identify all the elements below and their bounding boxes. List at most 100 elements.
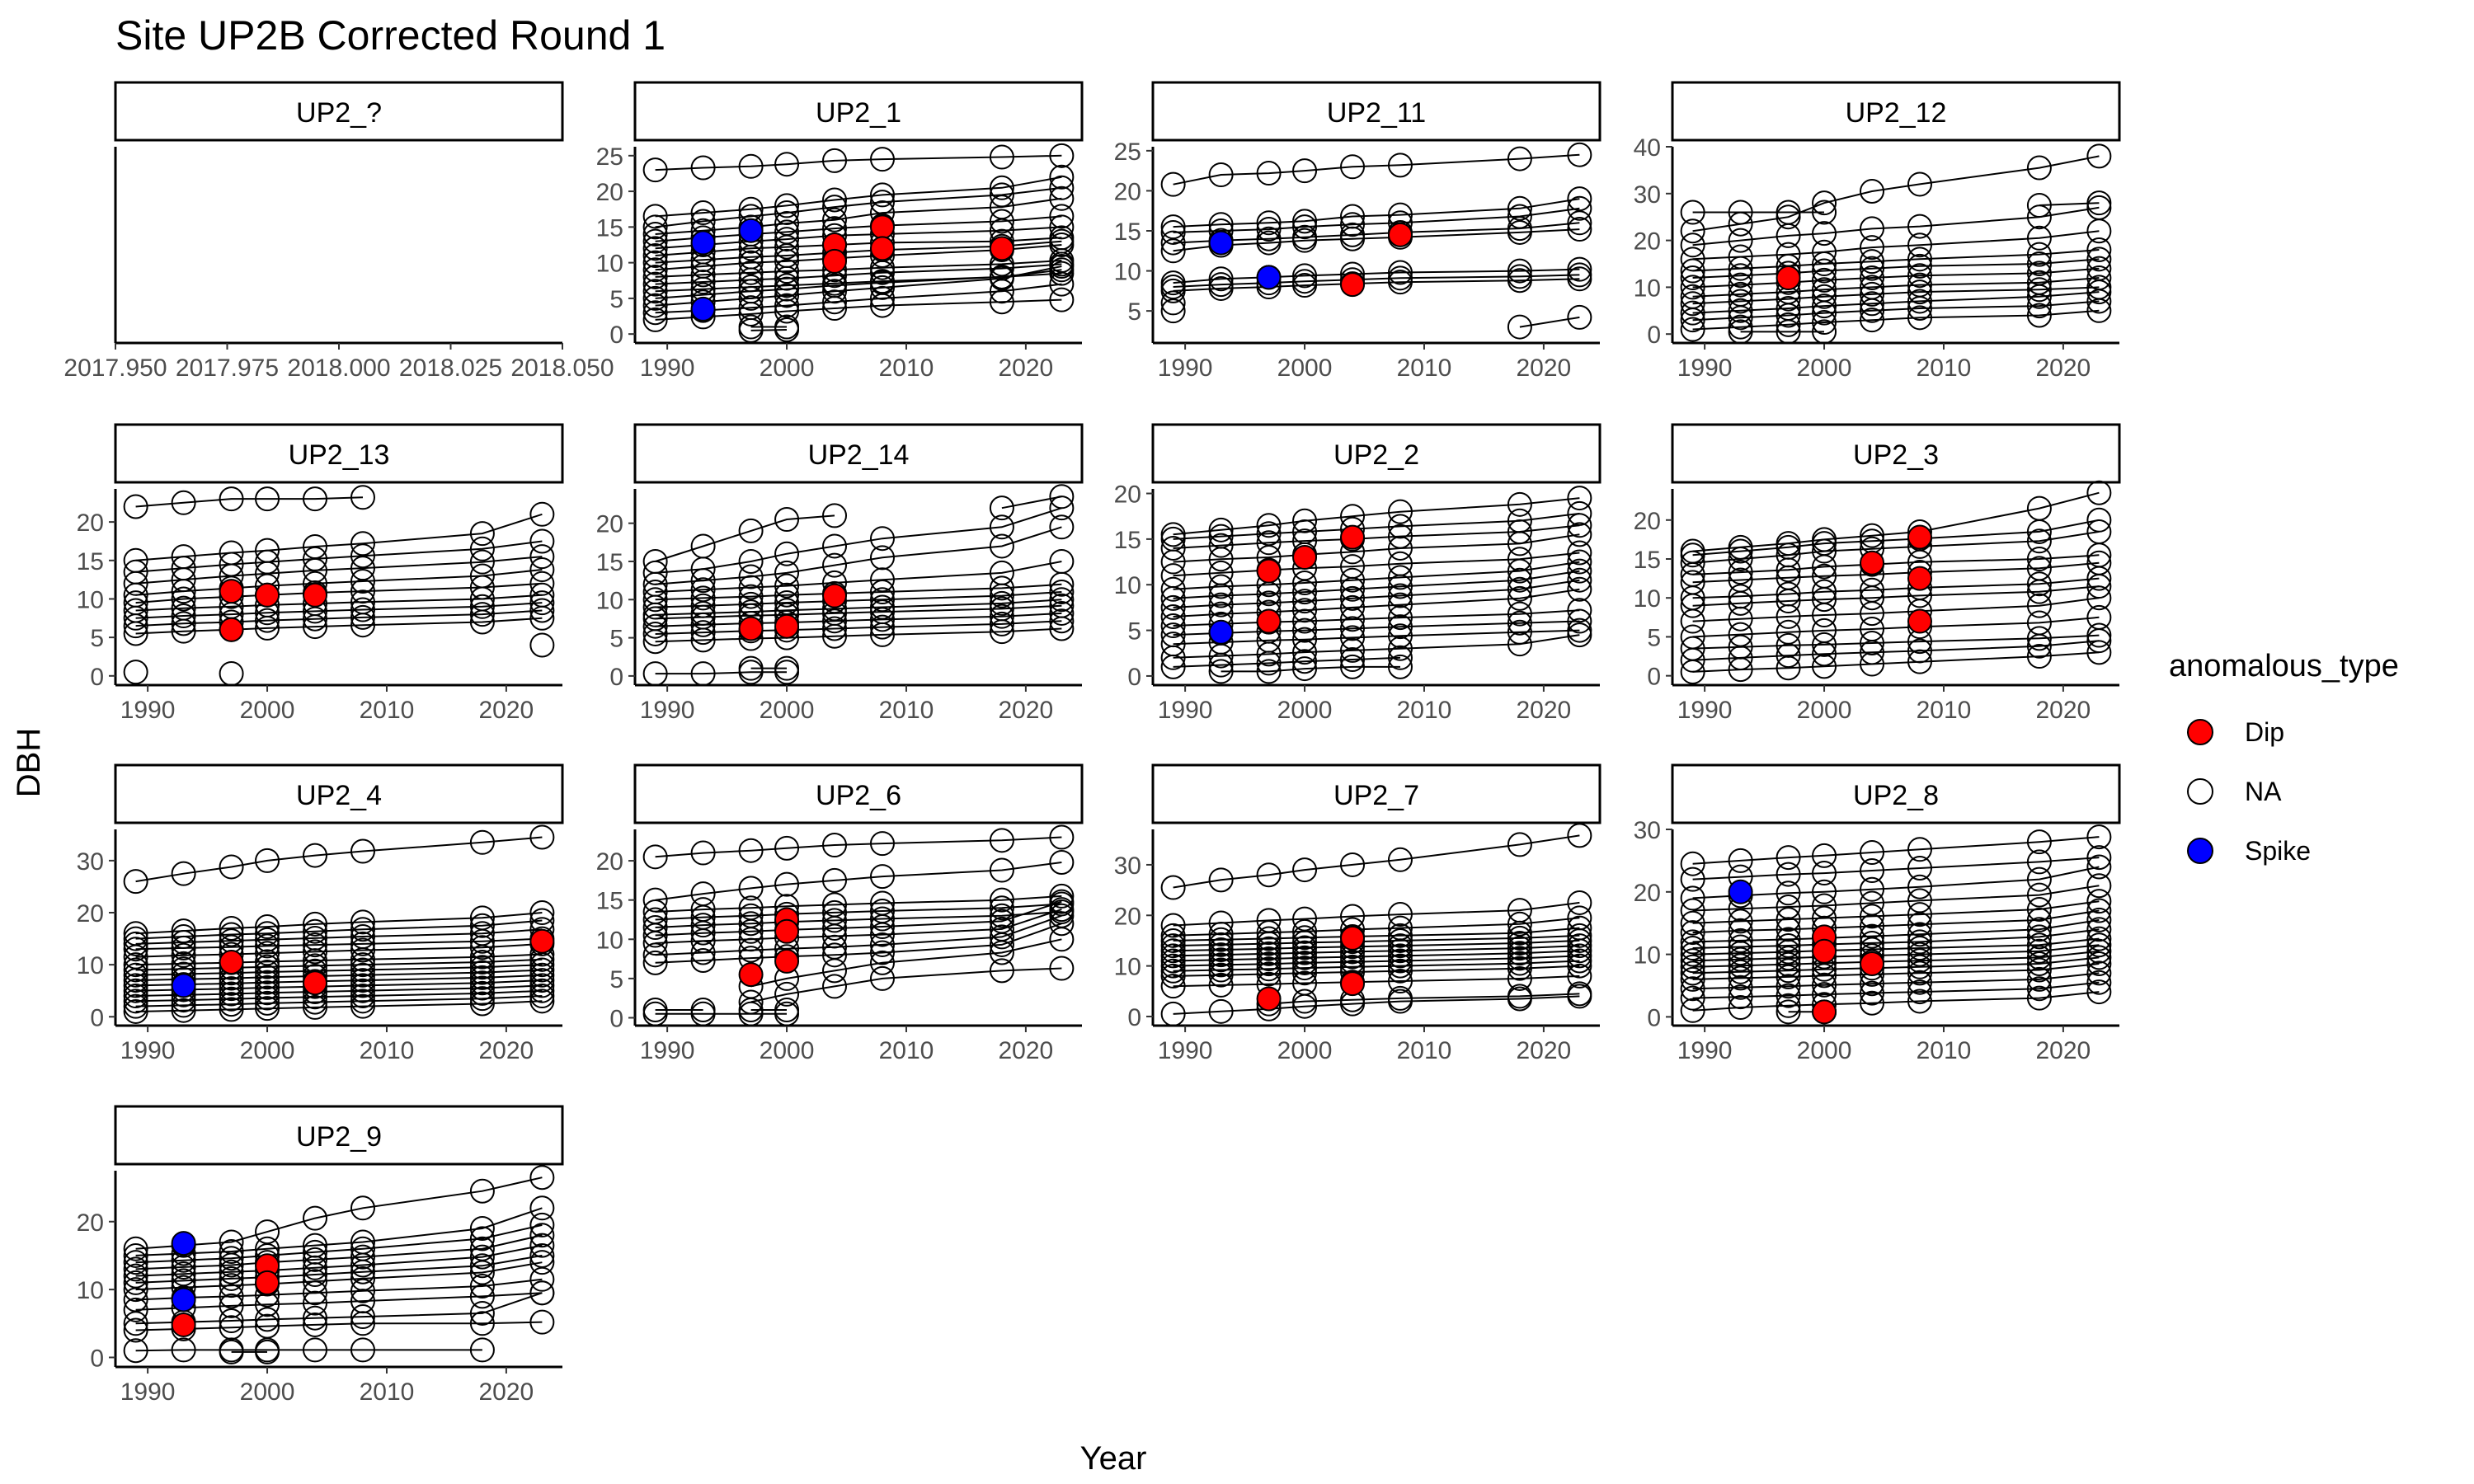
y-axis-label: DBH (11, 728, 47, 797)
y-tick-label: 20 (1634, 508, 1661, 535)
data-point-dip (738, 616, 764, 641)
facet-strip-label: UP2_12 (1846, 97, 1947, 129)
data-point-na (219, 1252, 244, 1278)
data-point-na (1387, 928, 1413, 953)
data-point-na (1160, 613, 1186, 639)
data-point-na (469, 1216, 495, 1241)
data-point-na (1680, 998, 1705, 1023)
data-point-dip (738, 962, 764, 988)
data-point-na (123, 968, 148, 993)
data-point-na (303, 932, 328, 958)
data-point-na (1728, 946, 1753, 972)
tree-series-line (135, 995, 543, 1007)
data-point-na (1340, 647, 1366, 673)
data-point-na (642, 1001, 668, 1026)
data-point-na (1680, 960, 1705, 986)
data-point-spike (690, 296, 716, 322)
data-point-na (1208, 962, 1234, 988)
tree-series-line (655, 862, 1062, 901)
data-point-na (1680, 247, 1705, 272)
data-point-na (642, 594, 668, 620)
data-point-na (529, 605, 555, 631)
data-point-na (774, 234, 800, 260)
data-point-na (529, 989, 555, 1014)
data-point-na (1812, 843, 1837, 868)
data-point-na (690, 913, 716, 938)
data-point-na (1208, 533, 1234, 558)
y-tick-label: 30 (1114, 852, 1141, 880)
data-point-na (1812, 972, 1837, 998)
data-point-na (219, 915, 244, 941)
data-point-na (1728, 934, 1753, 960)
data-point-na (1680, 985, 1705, 1011)
tree-series-line (655, 671, 787, 675)
data-point-na (642, 257, 668, 283)
data-point-na (1860, 601, 1885, 627)
tree-series-line (655, 507, 1062, 574)
y-tick-label: 0 (1647, 664, 1661, 691)
x-tick-label: 2017.950 (63, 355, 167, 382)
data-point-na (1776, 946, 1801, 971)
data-point-na (1567, 948, 1592, 974)
data-point-na (1507, 519, 1532, 545)
data-point-na (822, 616, 848, 641)
data-point-na (1728, 909, 1753, 934)
data-point-na (469, 986, 495, 1012)
data-point-na (529, 1223, 555, 1248)
tree-series-line (135, 964, 543, 976)
data-point-na (1776, 319, 1801, 345)
data-point-na (1049, 956, 1075, 981)
data-point-na (690, 612, 716, 637)
data-point-na (822, 923, 848, 949)
data-point-na (989, 590, 1014, 616)
data-point-na (1680, 317, 1705, 342)
facet-strip-label: UP2_3 (1853, 439, 1939, 471)
data-point-na (529, 824, 555, 850)
data-point-na (1680, 966, 1705, 992)
x-tick-label: 2020 (1517, 355, 1572, 382)
data-point-na (1567, 890, 1592, 915)
data-point-na (1208, 947, 1234, 973)
data-point-na (1907, 922, 1932, 947)
data-point-na (989, 495, 1014, 521)
data-point-na (642, 587, 668, 613)
x-tick-label: 1990 (640, 1037, 695, 1064)
data-point-na (1728, 314, 1753, 340)
data-point-na (303, 939, 328, 965)
data-point-na (171, 1337, 196, 1363)
data-point-na (738, 655, 764, 681)
data-point-dip (822, 583, 848, 608)
data-point-na (1907, 954, 1932, 979)
data-point-dip (529, 928, 555, 954)
data-point-na (1292, 960, 1318, 986)
data-point-na (1049, 571, 1075, 597)
facet-strip (633, 763, 1084, 824)
data-point-na (1387, 923, 1413, 948)
facet-strip (1151, 763, 1602, 824)
data-point-dip (1860, 550, 1885, 575)
y-tick-label: 30 (1634, 181, 1661, 209)
data-point-na (822, 958, 848, 984)
data-point-na (2026, 225, 2052, 251)
data-point-na (1776, 303, 1801, 328)
data-point-na (1776, 643, 1801, 669)
data-point-na (469, 1300, 495, 1326)
data-point-na (469, 913, 495, 938)
data-point-na (1256, 926, 1282, 951)
data-point-na (1208, 592, 1234, 618)
x-tick-label: 1990 (120, 697, 176, 724)
data-point-na (1387, 535, 1413, 561)
data-point-na (1860, 923, 1885, 949)
data-point-na (1507, 965, 1532, 991)
data-point-na (469, 575, 495, 600)
data-point-na (1860, 178, 1885, 204)
data-point-na (642, 293, 668, 318)
data-point-na (1860, 651, 1885, 677)
data-point-dip (1256, 558, 1282, 584)
legend-key-spike (2187, 838, 2213, 864)
data-point-na (469, 521, 495, 547)
data-point-na (350, 569, 375, 594)
data-point-na (1256, 530, 1282, 556)
facet-strip (114, 763, 564, 824)
data-point-na (1507, 984, 1532, 1009)
